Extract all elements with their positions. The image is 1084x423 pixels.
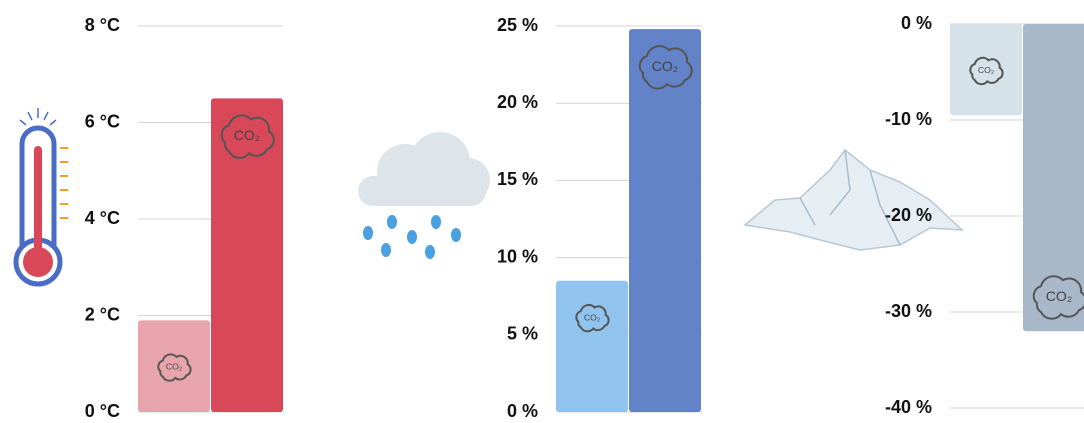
co2-cloud bbox=[575, 304, 610, 333]
co2-label: CO₂ bbox=[652, 58, 678, 74]
co2-cloud bbox=[969, 56, 1004, 86]
bar bbox=[629, 29, 701, 412]
y-tick-label: 5 % bbox=[507, 324, 538, 344]
co2-icon: CO₂ bbox=[969, 56, 1004, 86]
y-tick-label: -20 % bbox=[885, 205, 932, 225]
co2-icon: CO₂ bbox=[638, 45, 693, 90]
co2-cloud bbox=[638, 45, 693, 90]
co2-cloud bbox=[157, 353, 192, 382]
y-tick-label: -40 % bbox=[885, 397, 932, 417]
y-tick-label: 0 % bbox=[901, 13, 932, 33]
y-tick-label: 8 °C bbox=[85, 15, 120, 35]
bar bbox=[211, 98, 283, 412]
bar bbox=[138, 320, 210, 412]
co2-cloud bbox=[220, 114, 275, 159]
y-tick-label: 0 % bbox=[507, 401, 538, 421]
co2-icon: CO₂ bbox=[575, 304, 610, 333]
co2-label: CO₂ bbox=[584, 312, 600, 322]
bar bbox=[950, 24, 1022, 116]
bar bbox=[1023, 24, 1084, 332]
rain-cloud-icon bbox=[358, 132, 490, 259]
y-tick-label: 0 °C bbox=[85, 401, 120, 421]
co2-icon: CO₂ bbox=[1032, 275, 1084, 320]
y-tick-label: 4 °C bbox=[85, 208, 120, 228]
bar bbox=[556, 280, 628, 412]
co2-icon: CO₂ bbox=[220, 114, 275, 159]
y-tick-label: 25 % bbox=[497, 15, 538, 35]
y-tick-label: 6 °C bbox=[85, 111, 120, 131]
co2-label: CO₂ bbox=[234, 127, 260, 143]
y-tick-label: -30 % bbox=[885, 301, 932, 321]
co2-label: CO₂ bbox=[978, 65, 994, 75]
y-tick-label: 20 % bbox=[497, 92, 538, 112]
thermometer-icon bbox=[13, 108, 68, 287]
co2-label: CO₂ bbox=[166, 362, 182, 372]
co2-label: CO₂ bbox=[1046, 288, 1072, 304]
glacier-icon bbox=[743, 148, 965, 251]
y-tick-label: 2 °C bbox=[85, 304, 120, 324]
y-tick-label: -10 % bbox=[885, 109, 932, 129]
y-tick-label: 15 % bbox=[497, 169, 538, 189]
co2-cloud bbox=[1032, 275, 1084, 320]
y-tick-label: 10 % bbox=[497, 246, 538, 266]
co2-icon: CO₂ bbox=[157, 353, 192, 382]
